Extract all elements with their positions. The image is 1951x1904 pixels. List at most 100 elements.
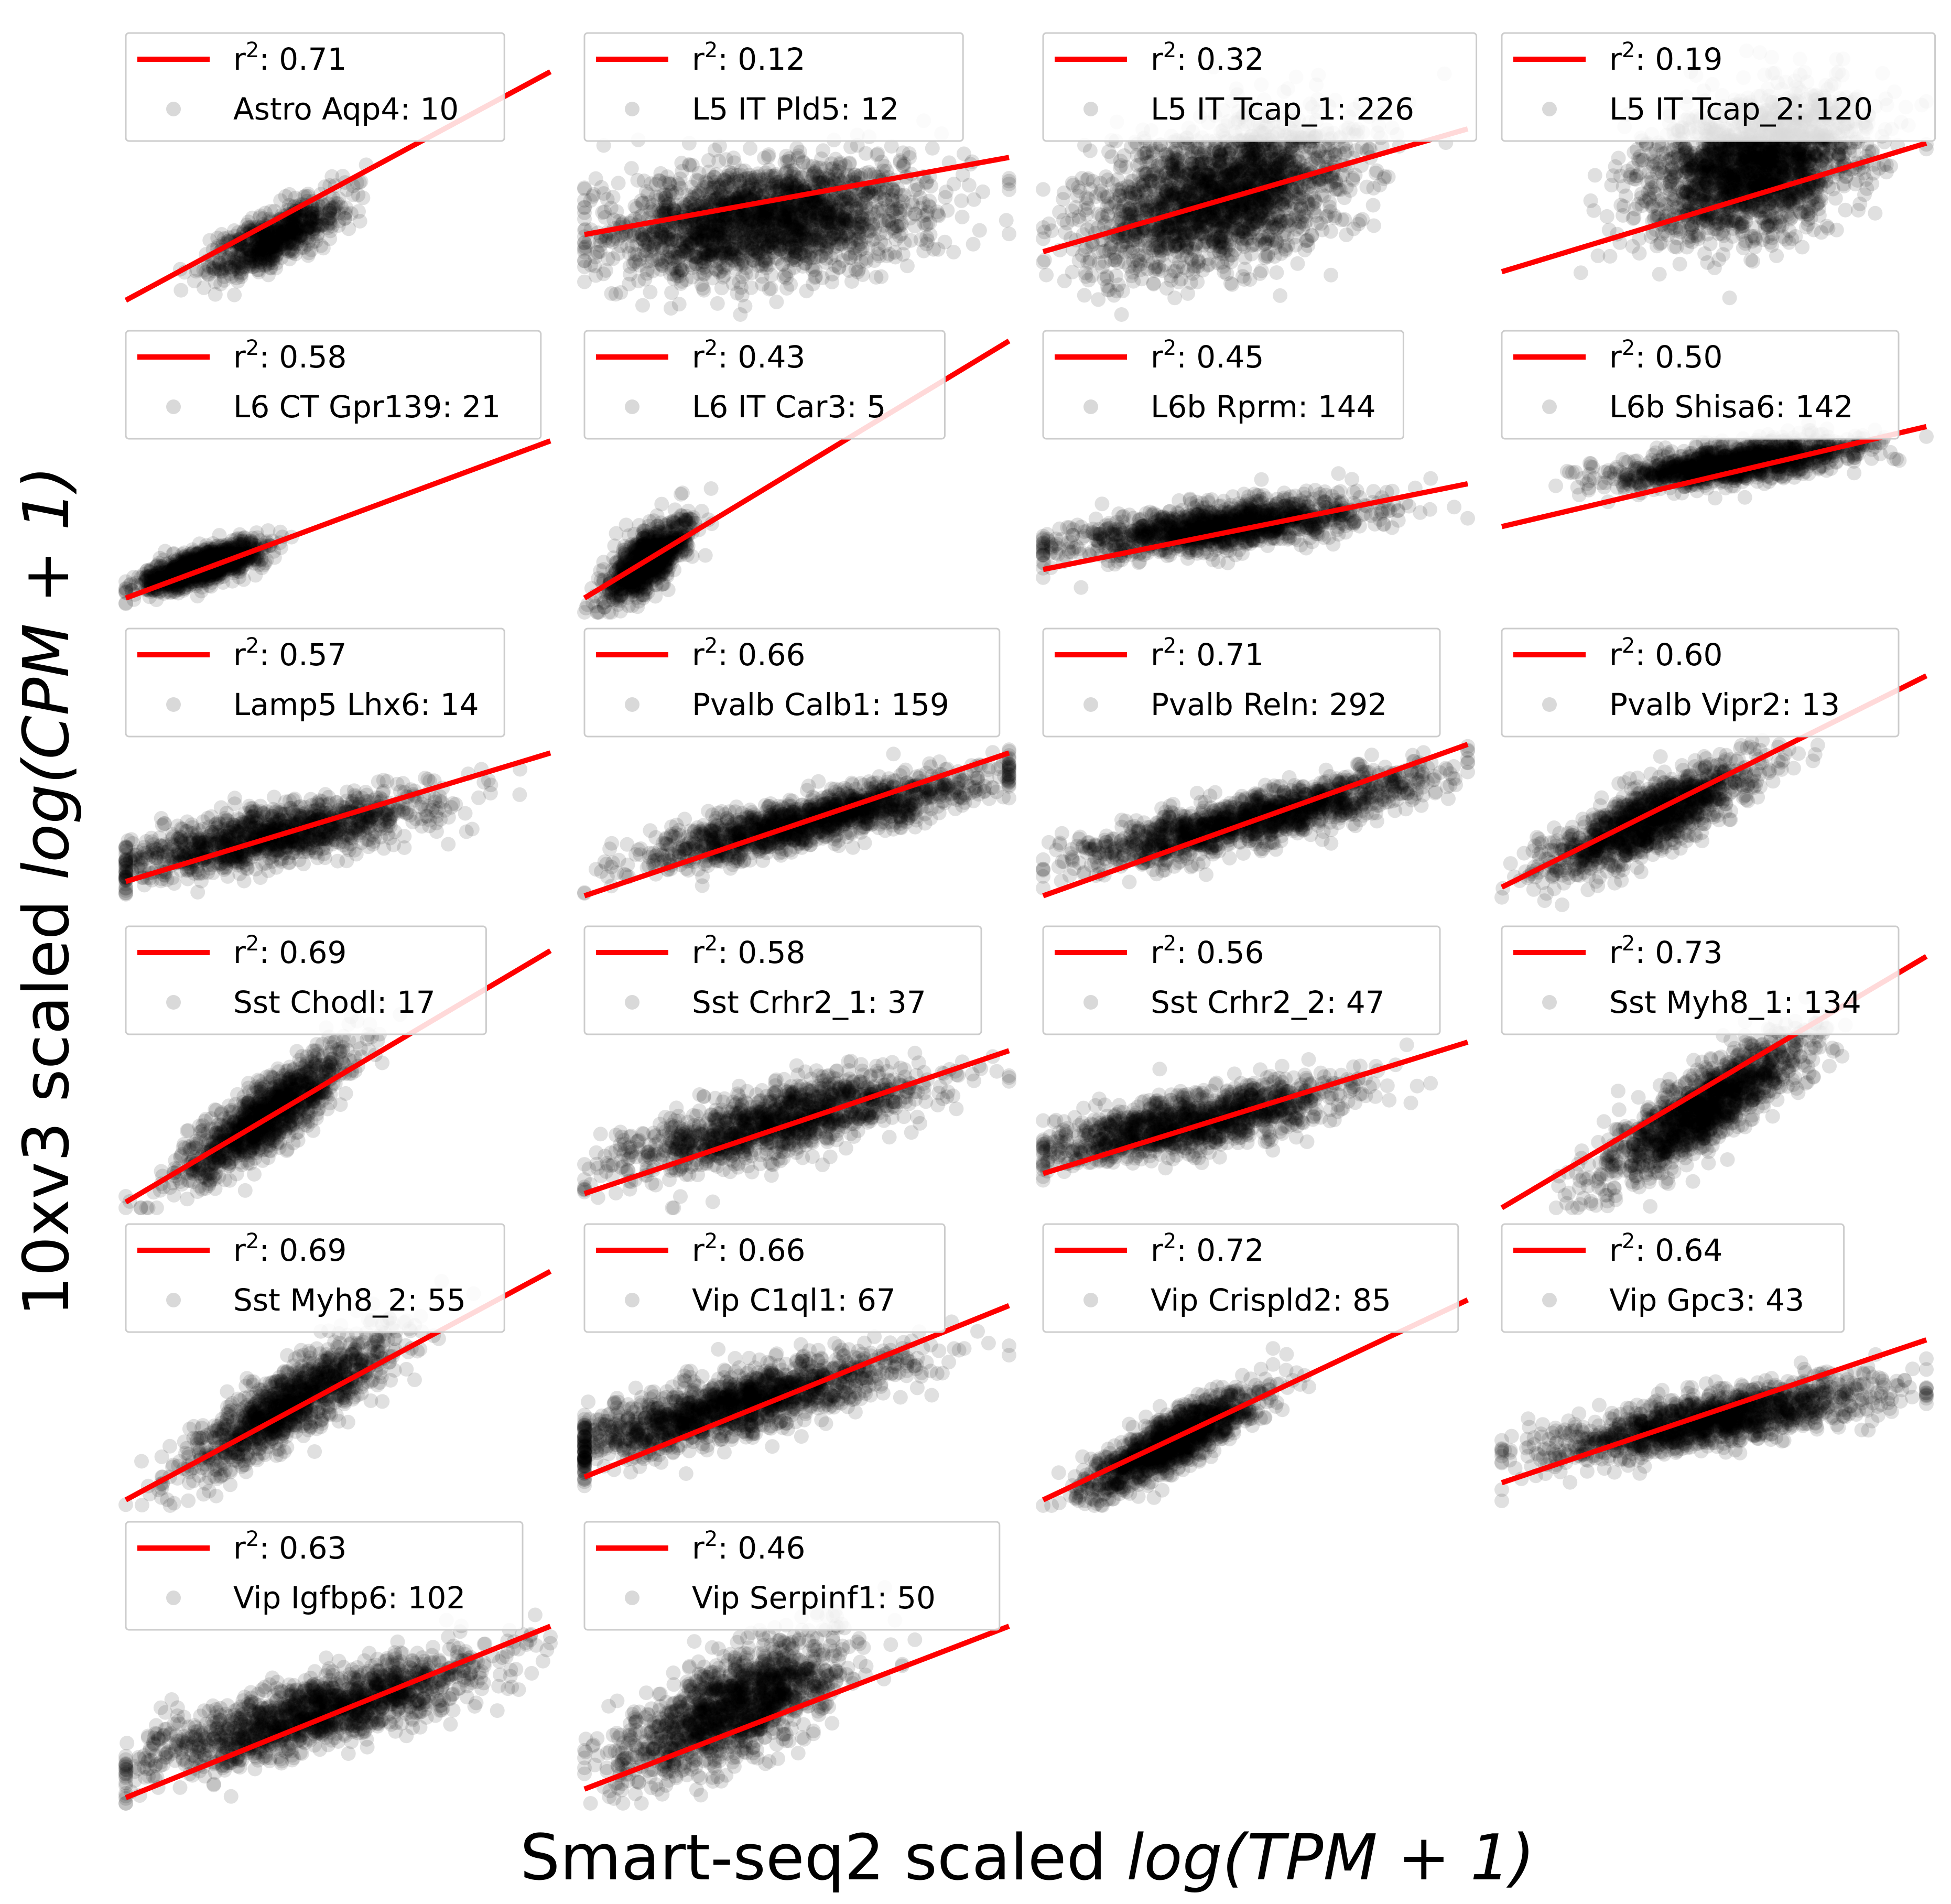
data-point bbox=[734, 288, 750, 302]
data-point bbox=[853, 200, 868, 215]
data-point bbox=[876, 218, 891, 233]
data-point bbox=[252, 252, 267, 267]
data-point bbox=[1070, 180, 1086, 195]
data-point bbox=[305, 226, 320, 242]
data-point bbox=[303, 205, 318, 221]
data-point bbox=[792, 232, 807, 247]
data-point bbox=[696, 283, 711, 298]
data-point bbox=[274, 225, 289, 241]
data-point bbox=[779, 163, 795, 178]
data-point bbox=[873, 235, 888, 250]
data-point bbox=[831, 236, 846, 252]
data-point bbox=[330, 196, 345, 211]
data-point bbox=[299, 214, 315, 230]
data-point bbox=[1057, 273, 1072, 288]
data-point bbox=[736, 172, 752, 187]
data-point bbox=[338, 211, 353, 226]
data-point bbox=[291, 208, 307, 223]
data-point bbox=[292, 218, 308, 233]
data-point bbox=[922, 193, 937, 209]
data-point bbox=[1234, 236, 1250, 252]
data-point bbox=[911, 182, 926, 197]
data-point bbox=[267, 203, 282, 219]
data-point bbox=[208, 275, 223, 289]
data-point bbox=[1126, 274, 1141, 289]
data-point bbox=[274, 236, 289, 252]
data-point bbox=[273, 237, 288, 252]
data-point bbox=[628, 254, 643, 269]
data-point bbox=[331, 205, 346, 221]
data-point bbox=[1167, 290, 1183, 306]
data-point bbox=[302, 211, 318, 226]
data-point bbox=[277, 241, 292, 256]
data-point bbox=[324, 219, 340, 234]
data-point bbox=[322, 203, 337, 218]
data-point bbox=[842, 190, 857, 205]
data-point bbox=[1351, 217, 1366, 232]
data-point bbox=[660, 202, 675, 217]
data-point bbox=[890, 181, 905, 197]
data-point bbox=[294, 236, 309, 252]
data-point bbox=[577, 259, 592, 274]
data-point bbox=[297, 222, 311, 237]
data-point bbox=[1190, 274, 1205, 289]
data-point bbox=[259, 238, 275, 253]
data-point bbox=[966, 236, 981, 252]
data-point bbox=[300, 218, 316, 233]
data-point bbox=[270, 242, 286, 257]
data-point bbox=[1167, 249, 1182, 264]
data-point bbox=[249, 236, 264, 252]
data-point bbox=[1155, 184, 1170, 199]
data-point bbox=[310, 219, 325, 234]
data-point bbox=[298, 206, 313, 221]
data-point bbox=[267, 243, 283, 258]
data-point bbox=[310, 210, 324, 225]
data-point bbox=[843, 234, 859, 250]
data-point bbox=[955, 209, 970, 224]
data-point bbox=[286, 230, 301, 245]
data-point bbox=[828, 220, 843, 235]
data-point bbox=[895, 158, 911, 173]
legend-point-swatch bbox=[625, 102, 640, 116]
data-point bbox=[174, 283, 189, 298]
data-point bbox=[869, 269, 884, 285]
data-point bbox=[807, 164, 822, 179]
data-point bbox=[250, 262, 265, 277]
data-point bbox=[925, 140, 940, 156]
data-point bbox=[269, 247, 284, 262]
data-point bbox=[1094, 208, 1109, 223]
data-point bbox=[710, 296, 725, 311]
data-point bbox=[1297, 242, 1313, 257]
data-point bbox=[292, 229, 307, 244]
data-point bbox=[241, 241, 256, 256]
data-point bbox=[611, 176, 626, 191]
data-point bbox=[257, 251, 273, 266]
data-point bbox=[768, 209, 783, 224]
data-point bbox=[216, 263, 231, 278]
data-point bbox=[301, 224, 317, 239]
data-point bbox=[577, 240, 592, 255]
data-point bbox=[643, 285, 658, 300]
data-point bbox=[308, 234, 323, 249]
data-point bbox=[269, 238, 284, 253]
data-point bbox=[259, 229, 274, 243]
data-point bbox=[331, 213, 346, 229]
data-point bbox=[275, 230, 290, 245]
data-point bbox=[300, 248, 316, 263]
data-point bbox=[306, 221, 321, 236]
data-point bbox=[895, 247, 911, 262]
data-point bbox=[1084, 220, 1099, 235]
data-point bbox=[265, 246, 280, 261]
data-point bbox=[294, 213, 309, 228]
data-point bbox=[769, 294, 784, 309]
legend-r2-value: : 0.12 bbox=[718, 41, 805, 77]
data-point bbox=[916, 215, 931, 230]
data-point bbox=[1082, 143, 1098, 158]
data-point bbox=[288, 190, 303, 205]
legend-celltype-label: Astro Aqp4: 10 bbox=[233, 91, 459, 127]
